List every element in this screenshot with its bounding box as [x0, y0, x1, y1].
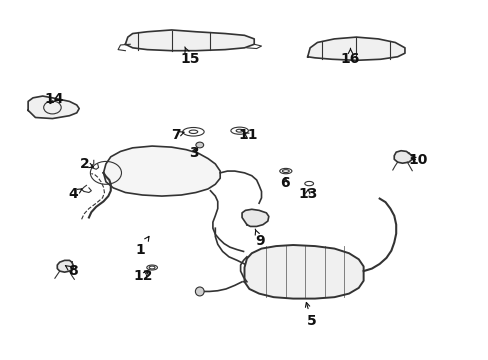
- Text: 16: 16: [340, 49, 360, 66]
- Text: 12: 12: [133, 269, 153, 283]
- Polygon shape: [393, 151, 411, 163]
- Text: 5: 5: [305, 302, 316, 328]
- Text: 14: 14: [44, 91, 63, 105]
- Text: 15: 15: [180, 47, 200, 66]
- Text: 7: 7: [170, 129, 183, 142]
- Text: 2: 2: [80, 157, 93, 171]
- Polygon shape: [57, 260, 73, 272]
- Ellipse shape: [195, 287, 203, 296]
- Text: 4: 4: [68, 187, 82, 201]
- Polygon shape: [125, 30, 254, 51]
- Text: 10: 10: [407, 153, 427, 167]
- Text: 1: 1: [135, 237, 149, 257]
- Polygon shape: [28, 96, 79, 118]
- Text: 8: 8: [65, 264, 78, 278]
- Polygon shape: [103, 146, 220, 196]
- Polygon shape: [242, 209, 268, 226]
- Polygon shape: [244, 245, 363, 298]
- Text: 9: 9: [255, 229, 264, 248]
- Text: 6: 6: [280, 176, 289, 190]
- Circle shape: [196, 142, 203, 148]
- Text: 11: 11: [238, 129, 258, 142]
- Polygon shape: [307, 37, 404, 60]
- Text: 13: 13: [297, 186, 317, 201]
- Text: 3: 3: [188, 146, 198, 160]
